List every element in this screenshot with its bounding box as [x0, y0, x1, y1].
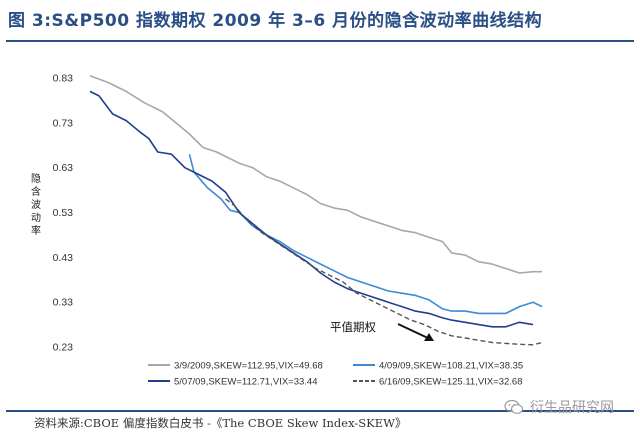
- y-tick-label: 0.53: [53, 207, 74, 219]
- watermark-text: 衍生品研究网: [530, 400, 614, 416]
- legend: 3/9/2009,SKEW=112.95,VIX=49.68 4/09/09,SK…: [148, 361, 523, 388]
- annotation-arrow-head: [424, 333, 434, 341]
- y-tick-label: 0.33: [53, 297, 74, 309]
- plot-area: [89, 75, 543, 346]
- watermark: 衍生品研究网: [504, 397, 614, 417]
- y-tick-label: 0.83: [53, 73, 74, 85]
- implied-volatility-chart: 0.83 0.73 0.63 0.53 0.43 0.33 0.23 隐含波动率 3/9/20…: [31, 73, 543, 388]
- y-tick-label: 0.43: [53, 252, 74, 264]
- wechat-icon: [504, 399, 524, 414]
- y-tick-label: 0.23: [53, 342, 74, 354]
- series-line-1: [89, 75, 542, 274]
- atm-annotation-label: 平值期权: [330, 320, 376, 334]
- y-axis: 0.83 0.73 0.63 0.53 0.43 0.33 0.23 隐含波动率: [31, 73, 73, 354]
- annotation: 平值期权: [330, 320, 434, 341]
- y-tick-label: 0.73: [53, 117, 74, 129]
- y-tick-label: 0.63: [53, 162, 74, 174]
- legend-label-1: 3/9/2009,SKEW=112.95,VIX=49.68: [174, 361, 323, 372]
- footer-rule: [6, 410, 634, 412]
- legend-label-3: 5/07/09,SKEW=112.71,VIX=33.44: [174, 377, 317, 388]
- series-line-4: [225, 198, 543, 346]
- legend-label-4: 6/16/09,SKEW=125.11,VIX=32.68: [379, 377, 522, 388]
- y-axis-label-char: 隐: [31, 173, 41, 185]
- source-note: 资料来源:CBOE 偏度指数白皮书 -《The CBOE Skew Index-…: [34, 416, 407, 430]
- legend-label-2: 4/09/09,SKEW=108.21,VIX=38.35: [379, 361, 523, 372]
- y-axis-label-char: 波: [31, 198, 41, 211]
- series-line-2: [188, 154, 543, 315]
- y-axis-label-char: 率: [31, 224, 41, 237]
- series-line-3: [89, 90, 534, 328]
- chart-title: 图 3:S&P500 指数期权 2009 年 3–6 月份的隐含波动率曲线结构: [8, 11, 543, 31]
- y-axis-label-char: 含: [31, 185, 41, 198]
- title-rule: [6, 40, 634, 42]
- annotation-arrow-shaft: [397, 323, 431, 340]
- y-axis-label-char: 动: [31, 212, 41, 224]
